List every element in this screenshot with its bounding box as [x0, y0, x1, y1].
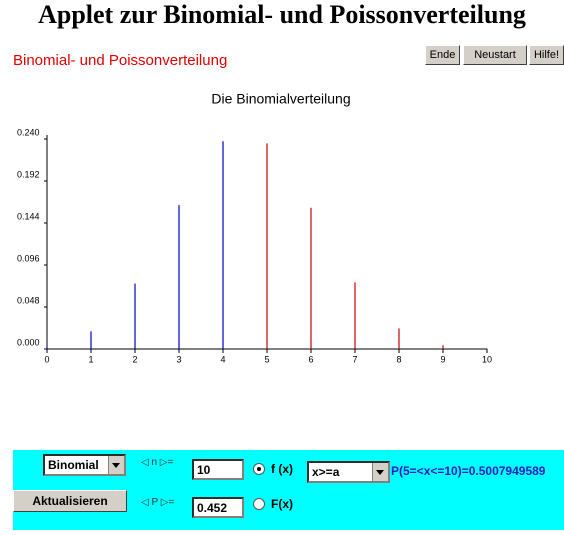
x-tick-label: 8 — [396, 354, 401, 364]
update-button[interactable]: Aktualisieren — [13, 490, 127, 512]
y-tick-label: 0.144 — [17, 211, 40, 221]
select-arrow[interactable] — [372, 463, 388, 481]
y-tick-label: 0.240 — [17, 127, 40, 137]
x-tick-label: 7 — [352, 354, 357, 364]
x-tick-label: 0 — [44, 354, 49, 364]
x-tick-label: 1 — [88, 354, 93, 364]
radio-label: F(x) — [271, 497, 293, 511]
n-input[interactable]: 10 — [192, 459, 244, 480]
control-panel: Binomial Aktualisieren ◁ n ▷= ◁ P ▷= 10 … — [13, 450, 564, 530]
chart-title: Die Binomialverteilung — [211, 91, 350, 107]
y-tick-label: 0.096 — [17, 253, 40, 263]
n-label: n — [151, 457, 158, 468]
y-tick-label: 0.192 — [17, 169, 40, 179]
p-label: P — [151, 497, 158, 508]
button[interactable]: Ende — [425, 45, 460, 65]
param-label: ◁ n ▷= — [141, 457, 174, 468]
x-tick-label: 10 — [482, 354, 492, 364]
subtitle: Binomial- und Poissonverteilung — [13, 52, 228, 69]
result: P(5=<x<=10)=0.5007949589 — [391, 464, 546, 478]
x-tick-label: 5 — [264, 354, 269, 364]
radio-label: f (x) — [271, 462, 293, 476]
button[interactable]: Hilfe! — [529, 45, 564, 65]
param-label: ◁ P ▷= — [141, 497, 175, 508]
y-tick-label: 0.000 — [17, 337, 40, 347]
x-tick-label: 9 — [440, 354, 445, 364]
mode-select[interactable]: x>=a — [307, 461, 390, 483]
chart: Die Binomialverteilung 0.000 0.048 0.096 0.… — [17, 91, 492, 365]
radio-checked[interactable] — [253, 463, 265, 475]
page-title: Applet zur Binomial- und Poissonverteilu… — [38, 0, 526, 29]
p-input[interactable]: 0.452 — [192, 497, 244, 518]
equals: = — [167, 457, 174, 468]
select-value: x>=a — [312, 465, 340, 479]
x-tick-label: 2 — [132, 354, 137, 364]
x-tick-label: 6 — [308, 354, 313, 364]
distribution-select[interactable]: Binomial — [43, 454, 126, 476]
x-tick-label: 4 — [220, 354, 225, 364]
y-tick-label: 0.048 — [17, 295, 40, 305]
select-arrow[interactable] — [108, 456, 124, 474]
radio[interactable] — [253, 498, 265, 510]
button[interactable]: Neustart — [463, 45, 527, 65]
x-tick-label: 3 — [176, 354, 181, 364]
equals: = — [168, 497, 175, 508]
select-value: Binomial — [48, 458, 99, 472]
